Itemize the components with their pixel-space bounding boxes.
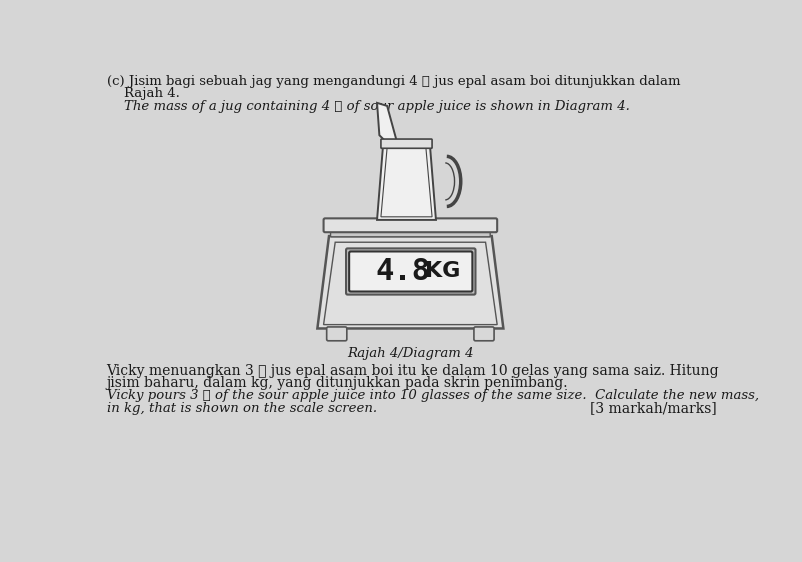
Polygon shape xyxy=(377,143,435,220)
Text: Rajah 4/Diagram 4: Rajah 4/Diagram 4 xyxy=(346,347,473,360)
Text: [3 markah/marks]: [3 markah/marks] xyxy=(589,402,715,416)
Text: 4.8: 4.8 xyxy=(375,257,430,286)
Polygon shape xyxy=(317,236,503,328)
FancyBboxPatch shape xyxy=(349,251,472,292)
Text: Vicky menuangkan 3 ℓ jus epal asam boi itu ke dalam 10 gelas yang sama saiz. Hit: Vicky menuangkan 3 ℓ jus epal asam boi i… xyxy=(107,364,719,378)
Polygon shape xyxy=(377,103,397,143)
Text: The mass of a jug containing 4 ℓ of sour apple juice is shown in Diagram 4.: The mass of a jug containing 4 ℓ of sour… xyxy=(107,100,629,113)
Text: jisim baharu, dalam kg, yang ditunjukkan pada skrin penimbang.: jisim baharu, dalam kg, yang ditunjukkan… xyxy=(107,376,567,390)
Text: Rajah 4.: Rajah 4. xyxy=(107,88,179,101)
FancyBboxPatch shape xyxy=(323,219,496,232)
FancyBboxPatch shape xyxy=(473,327,493,341)
Text: KG: KG xyxy=(425,261,460,282)
Text: in kg, that is shown on the scale screen.: in kg, that is shown on the scale screen… xyxy=(107,402,376,415)
FancyBboxPatch shape xyxy=(330,230,489,237)
FancyBboxPatch shape xyxy=(346,248,475,294)
FancyBboxPatch shape xyxy=(380,139,431,148)
Text: Vicky pours 3 ℓ of the sour apple juice into 10 glasses of the same size.  Calcu: Vicky pours 3 ℓ of the sour apple juice … xyxy=(107,389,758,402)
FancyBboxPatch shape xyxy=(326,327,346,341)
Text: (c) Jisim bagi sebuah jag yang mengandungi 4 ℓ jus epal asam boi ditunjukkan dal: (c) Jisim bagi sebuah jag yang mengandun… xyxy=(107,75,679,88)
